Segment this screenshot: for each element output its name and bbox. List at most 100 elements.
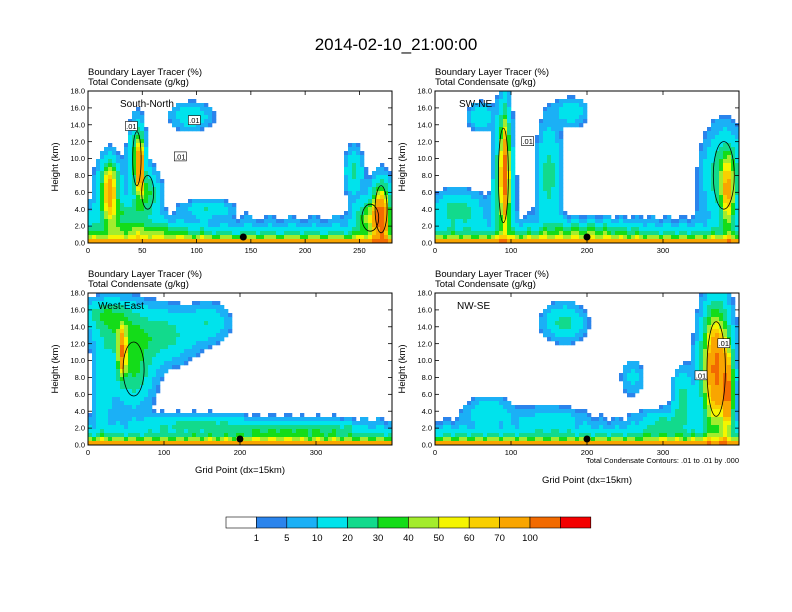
tracer-cell [108, 305, 113, 310]
tracer-cell [348, 191, 353, 196]
tracer-cell [104, 159, 109, 164]
tracer-cell [499, 211, 504, 216]
tracer-cell [479, 421, 484, 426]
tracer-cell [511, 413, 516, 418]
tracer-cell [575, 433, 580, 438]
tracer-cell [551, 433, 556, 438]
tracer-cell [124, 377, 129, 382]
tracer-cell [132, 199, 137, 204]
tracer-cell [571, 329, 576, 334]
tracer-cell [507, 147, 512, 152]
tracer-cell [483, 123, 488, 128]
tracer-cell [463, 191, 468, 196]
tracer-cell [172, 317, 177, 322]
tracer-cell [120, 191, 125, 196]
tracer-cell [192, 207, 197, 212]
tracer-cell [356, 235, 361, 240]
tracer-cell [559, 317, 564, 322]
tracer-cell [212, 211, 217, 216]
tracer-cell [348, 159, 353, 164]
tracer-cell [707, 341, 712, 346]
tracer-cell [164, 433, 169, 438]
tracer-cell [384, 211, 389, 216]
tracer-cell [719, 227, 724, 232]
tracer-cell [731, 211, 736, 216]
tracer-cell [96, 373, 101, 378]
tracer-cell [200, 111, 205, 116]
tracer-cell [260, 433, 265, 438]
tracer-cell [352, 433, 357, 438]
tracer-cell [695, 175, 700, 180]
tracer-cell [124, 223, 129, 228]
tracer-cell [483, 441, 488, 446]
tracer-cell [519, 409, 524, 414]
tracer-cell [268, 425, 273, 430]
tracer-cell [691, 357, 696, 362]
tracer-cell [360, 187, 365, 192]
tracer-cell [160, 361, 165, 366]
tracer-cell [627, 369, 632, 374]
tracer-cell [184, 433, 189, 438]
tracer-cell [511, 167, 516, 172]
tracer-cell [88, 345, 93, 350]
tracer-cell [703, 417, 708, 422]
tracer-cell [88, 305, 93, 310]
tracer-cell [216, 429, 221, 434]
tracer-cell [507, 159, 512, 164]
tracer-cell [124, 321, 129, 326]
tracer-cell [108, 167, 113, 172]
tracer-cell [124, 421, 129, 426]
tracer-cell [471, 425, 476, 430]
tracer-cell [531, 429, 536, 434]
tracer-cell [499, 187, 504, 192]
tracer-cell [164, 325, 169, 330]
tracer-cell [491, 239, 496, 244]
tracer-cell [463, 187, 468, 192]
tracer-cell [368, 219, 373, 224]
tracer-cell [216, 425, 221, 430]
tracer-cell [655, 421, 660, 426]
tracer-cell [344, 159, 349, 164]
tracer-cell [388, 227, 393, 232]
tracer-cell [208, 231, 213, 236]
tracer-cell [104, 345, 109, 350]
tracer-cell [543, 433, 548, 438]
tracer-cell [583, 329, 588, 334]
tracer-cell [112, 325, 117, 330]
tracer-cell [132, 337, 137, 342]
tracer-cell [268, 231, 273, 236]
tracer-cell [727, 175, 732, 180]
tracer-cell [555, 239, 560, 244]
tracer-cell [184, 127, 189, 132]
tracer-cell [539, 207, 544, 212]
tracer-cell [240, 231, 245, 236]
tracer-cell [292, 437, 297, 442]
tracer-cell [208, 425, 213, 430]
tracer-cell [120, 357, 125, 362]
tracer-cell [156, 329, 161, 334]
tracer-cell [727, 211, 732, 216]
tracer-cell [196, 437, 201, 442]
tracer-cell [647, 417, 652, 422]
tracer-cell [112, 373, 117, 378]
tracer-cell [715, 151, 720, 156]
tracer-cell [152, 381, 157, 386]
tracer-cell [691, 333, 696, 338]
tracer-cell [152, 325, 157, 330]
tracer-cell [707, 389, 712, 394]
tracer-cell [519, 235, 524, 240]
tracer-cell [583, 223, 588, 228]
tracer-cell [503, 175, 508, 180]
tracer-cell [535, 163, 540, 168]
tracer-cell [463, 227, 468, 232]
tracer-cell [463, 203, 468, 208]
tracer-cell [128, 183, 133, 188]
tracer-cell [707, 329, 712, 334]
tracer-cell [172, 437, 177, 442]
tracer-cell [280, 235, 285, 240]
tracer-cell [136, 167, 141, 172]
tracer-cell [136, 413, 141, 418]
tracer-cell [220, 325, 225, 330]
tracer-cell [128, 135, 133, 140]
tracer-cell [531, 425, 536, 430]
